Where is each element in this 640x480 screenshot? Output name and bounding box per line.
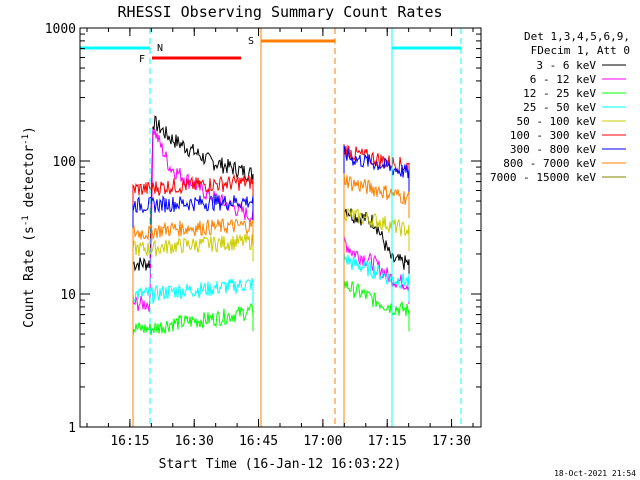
series-0-seg2	[343, 207, 410, 427]
series-3-seg2	[343, 252, 410, 427]
chart-title: RHESSI Observing Summary Count Rates	[117, 3, 442, 21]
legend-label: 100 - 300 keV	[510, 129, 596, 142]
series-3-seg1	[132, 278, 254, 427]
series-2-seg2	[343, 280, 410, 427]
x-tick-label: 17:30	[432, 434, 471, 449]
legend-label: 7000 - 15000 keV	[490, 171, 596, 184]
f-label: F	[139, 54, 145, 65]
series-4-seg1	[132, 233, 254, 427]
series-7-seg2	[343, 173, 410, 427]
legend-header: Det 1,3,4,5,6,9,	[524, 30, 630, 43]
legend-label: 50 - 100 keV	[517, 115, 597, 128]
x-tick-label: 16:15	[110, 434, 149, 449]
series-7-seg1	[132, 218, 254, 427]
n-label: N	[157, 43, 163, 54]
series-2-seg1	[132, 303, 254, 427]
legend-label: 3 - 6 keV	[536, 59, 596, 72]
legend-label: 300 - 800 keV	[510, 143, 596, 156]
x-tick-label: 16:30	[175, 434, 214, 449]
x-tick-label: 16:45	[239, 434, 278, 449]
x-axis-label: Start Time (16-Jan-12 16:03:22)	[159, 457, 402, 472]
y-tick-label: 1	[68, 421, 76, 436]
s-label: S	[248, 36, 254, 47]
legend-label: 6 - 12 keV	[530, 73, 597, 86]
y-tick-label: 1000	[45, 22, 76, 37]
series-5-seg2	[343, 144, 410, 427]
x-tick-label: 17:15	[368, 434, 407, 449]
series-4-seg2	[343, 207, 410, 427]
legend-label: 25 - 50 keV	[523, 101, 596, 114]
legend-header: FDecim 1, Att 0	[531, 44, 630, 57]
footer-timestamp: 18-Oct-2021 21:54	[554, 469, 636, 478]
series-6-seg1	[132, 194, 254, 427]
y-axis-label: Count Rate (s-1 detector-1)	[21, 126, 37, 328]
legend-label: 800 - 7000 keV	[503, 157, 596, 170]
y-tick-label: 100	[53, 155, 76, 170]
legend-label: 12 - 25 keV	[523, 87, 596, 100]
x-tick-label: 17:00	[303, 434, 342, 449]
series-5-seg1	[132, 173, 254, 427]
y-tick-label: 10	[60, 288, 76, 303]
plot-frame	[79, 27, 482, 428]
series-6-seg2	[343, 145, 410, 427]
series-1-seg2	[343, 236, 410, 427]
